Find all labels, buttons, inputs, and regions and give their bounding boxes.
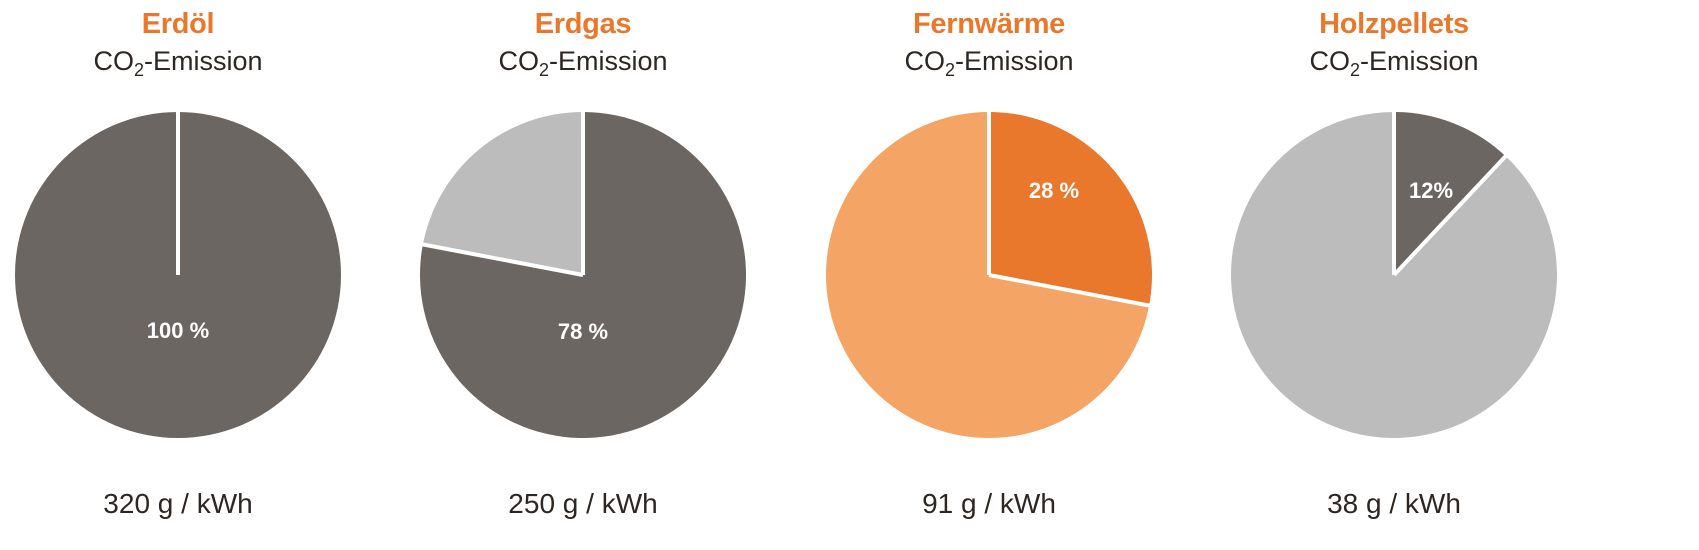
subtitle-subscript: 2 [538, 60, 549, 80]
slice-separator [988, 273, 1151, 308]
chart-subtitle: CO2-Emission [789, 46, 1189, 80]
pie-slice-rest [826, 112, 1150, 439]
chart-subtitle: CO2-Emission [383, 46, 783, 80]
pie-slice-rest [422, 112, 583, 275]
chart-subtitle: CO2-Emission [0, 46, 378, 80]
pie-chart-holzpellets: Holzpellets CO2-Emission 12% 38 g / kWh [1194, 0, 1594, 550]
subtitle-main: CO [93, 46, 134, 76]
emission-value: 38 g / kWh [1327, 488, 1461, 519]
chart-subtitle: CO2-Emission [1194, 46, 1594, 80]
pie-chart-erdoel: Erdöl CO2-Emission 100 % 320 g / kWh [0, 0, 378, 550]
pie-slice-emission [989, 112, 1152, 306]
chart-title: Fernwärme [912, 8, 1066, 40]
percent-label: 100 % [147, 318, 209, 343]
pie-slice-emission [1394, 112, 1506, 275]
slice-separator [421, 242, 584, 277]
subtitle-subscript: 2 [944, 60, 955, 80]
pie-svg: 78 % [420, 111, 746, 438]
chart-title: Holzpellets [1319, 8, 1469, 40]
emission-value: 320 g / kWh [103, 488, 253, 519]
percent-label: 28 % [1029, 178, 1079, 203]
subtitle-rest: -Emission [548, 46, 668, 76]
pie-chart-erdgas: Erdgas CO2-Emission 78 % 250 g / kWh [383, 0, 783, 550]
emission-value: 250 g / kWh [508, 488, 658, 519]
chart-title: Erdgas [534, 8, 632, 40]
subtitle-rest: -Emission [143, 46, 263, 76]
slice-separator [1392, 154, 1508, 277]
subtitle-rest: -Emission [1359, 46, 1479, 76]
percent-label: 78 % [558, 319, 608, 344]
pie-svg: 28 % [826, 111, 1152, 439]
pie-svg: 100 % [15, 112, 341, 438]
subtitle-main: CO [904, 46, 945, 76]
pie-chart-fernwaerme: Fernwärme CO2-Emission 28 % 91 g / kWh [789, 0, 1189, 550]
percent-label: 12% [1409, 178, 1453, 203]
subtitle-main: CO [498, 46, 539, 76]
subtitle-subscript: 2 [133, 60, 144, 80]
subtitle-subscript: 2 [1349, 60, 1360, 80]
subtitle-rest: -Emission [954, 46, 1074, 76]
pie-svg: 12% [1231, 111, 1557, 438]
emission-value: 91 g / kWh [922, 488, 1056, 519]
subtitle-main: CO [1309, 46, 1350, 76]
chart-title: Erdöl [141, 8, 215, 40]
